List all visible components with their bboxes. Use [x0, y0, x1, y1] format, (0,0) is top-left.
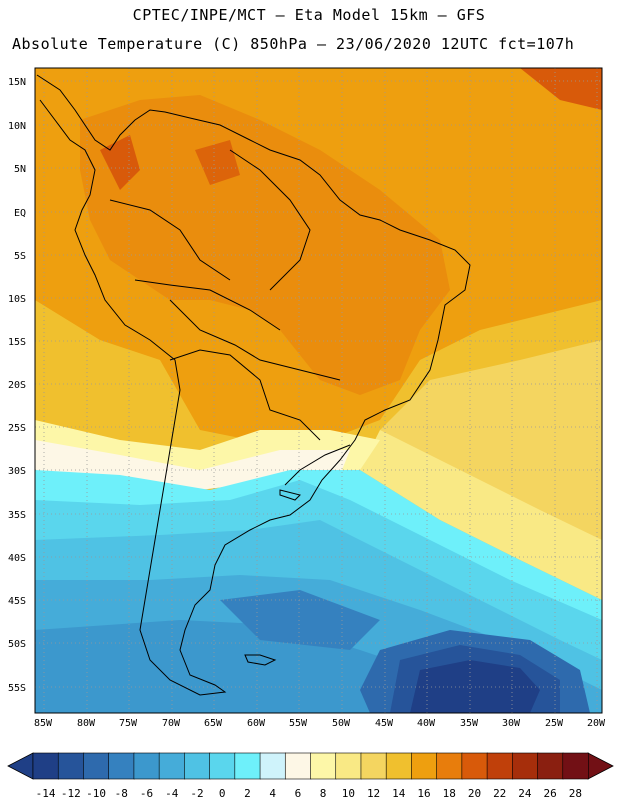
- colorbar-label: 24: [518, 787, 532, 800]
- map-title: CPTEC/INPE/MCT – Eta Model 15km – GFS: [132, 6, 486, 24]
- lon-label: 65W: [204, 718, 223, 729]
- lon-label: 85W: [34, 718, 53, 729]
- grid-lines: [35, 68, 602, 713]
- lat-label: 50S: [8, 639, 26, 650]
- colorbar-label: -10: [86, 787, 106, 800]
- colorbar-label: -4: [165, 787, 179, 800]
- colorbar-label: 12: [367, 787, 380, 800]
- colorbar-swatch: [209, 752, 236, 780]
- lon-label: 25W: [545, 718, 564, 729]
- lat-label: 10S: [8, 294, 26, 305]
- colorbar-label: 26: [544, 787, 557, 800]
- colorbar-swatch: [360, 752, 387, 780]
- lat-label: 35S: [8, 510, 26, 521]
- lon-label: 60W: [247, 718, 266, 729]
- lat-label: 25S: [8, 423, 26, 434]
- lat-label: 5N: [14, 164, 26, 175]
- colorbar-min-arrow: [7, 752, 34, 780]
- colorbar-swatch: [385, 752, 413, 780]
- lat-label: 15N: [8, 77, 26, 88]
- colorbar-max-arrow: [587, 752, 614, 780]
- colorbar-label: 28: [569, 787, 582, 800]
- colorbar-swatch: [562, 752, 589, 780]
- colorbar-swatch: [335, 752, 362, 780]
- colorbar-label: -14: [36, 787, 56, 800]
- lat-label: EQ: [14, 208, 26, 219]
- map-subtitle: Absolute Temperature (C) 850hPa – 23/06/…: [12, 35, 575, 53]
- colorbar-label: 16: [417, 787, 430, 800]
- temperature-field: [35, 68, 602, 713]
- colorbar-label: 8: [320, 787, 327, 800]
- colorbar-label: 10: [342, 787, 355, 800]
- colorbar: -14 -12 -10 -8 -6 -4 -2 0 2 4 6 8 10 12 14 16 18 20 22 24 26…: [7, 752, 614, 800]
- colorbar-label: -12: [61, 787, 81, 800]
- colorbar-swatch: [259, 752, 287, 780]
- colorbar-swatch: [108, 752, 135, 780]
- colorbar-swatch: [83, 752, 110, 780]
- lon-label: 75W: [119, 718, 138, 729]
- coastline: [36, 74, 471, 696]
- colorbar-label: -2: [190, 787, 203, 800]
- colorbar-swatch: [461, 752, 488, 780]
- lon-label: 45W: [375, 718, 394, 729]
- colorbar-swatch: [436, 752, 463, 780]
- colorbar-label: 2: [244, 787, 251, 800]
- colorbar-swatch: [158, 752, 186, 780]
- lat-label: 40S: [8, 553, 26, 564]
- colorbar-label: 14: [392, 787, 406, 800]
- colorbar-swatch: [57, 752, 85, 780]
- colorbar-swatch: [411, 752, 438, 780]
- colorbar-label: 6: [295, 787, 302, 800]
- colorbar-swatch: [133, 752, 160, 780]
- colorbar-swatch: [184, 752, 211, 780]
- lon-label: 20W: [587, 718, 606, 729]
- lon-label: 80W: [77, 718, 96, 729]
- colorbar-swatch: [537, 752, 564, 780]
- colorbar-swatch: [32, 752, 60, 780]
- longitude-labels: 85W 80W 75W 70W 65W 60W 55W 50W 45W 40W …: [34, 718, 606, 729]
- colorbar-swatch: [234, 752, 261, 780]
- lon-label: 40W: [417, 718, 436, 729]
- lon-label: 70W: [162, 718, 181, 729]
- colorbar-swatch: [486, 752, 514, 780]
- colorbar-label: 20: [468, 787, 481, 800]
- lat-label: 5S: [14, 251, 26, 262]
- lat-label: 15S: [8, 337, 26, 348]
- colorbar-label: -6: [140, 787, 153, 800]
- lat-label: 55S: [8, 683, 26, 694]
- lon-label: 35W: [460, 718, 479, 729]
- latitude-labels: 15N 10N 5N EQ 5S 10S 15S 20S 25S 30S 35S…: [8, 77, 26, 694]
- lat-label: 20S: [8, 380, 26, 391]
- lat-label: 45S: [8, 596, 26, 607]
- colorbar-label: 18: [443, 787, 456, 800]
- colorbar-swatch: [284, 752, 312, 780]
- lat-label: 30S: [8, 466, 26, 477]
- colorbar-label: 4: [269, 787, 276, 800]
- colorbar-label: 0: [219, 787, 226, 800]
- map-frame: [34, 67, 603, 714]
- lon-label: 55W: [289, 718, 308, 729]
- colorbar-label: 22: [493, 787, 506, 800]
- colorbar-swatch: [310, 752, 337, 780]
- lon-label: 50W: [332, 718, 351, 729]
- lat-label: 10N: [8, 121, 26, 132]
- colorbar-label: -8: [115, 787, 128, 800]
- lon-label: 30W: [502, 718, 521, 729]
- colorbar-swatch: [512, 752, 539, 780]
